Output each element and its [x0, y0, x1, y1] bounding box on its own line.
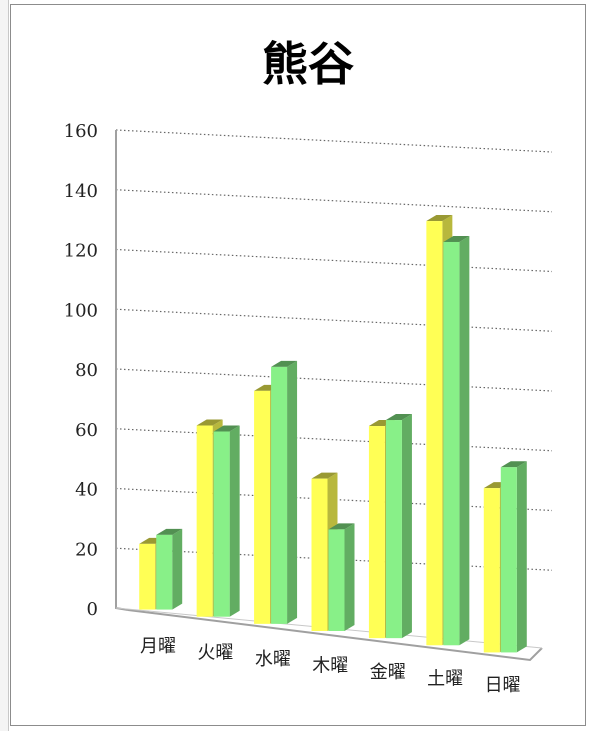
y-tick-label: 40 [75, 480, 98, 501]
y-tick-label: 80 [75, 360, 98, 381]
y-tick-label: 160 [64, 121, 98, 142]
y-tick-label: 140 [64, 181, 98, 202]
gridline-140 [115, 189, 553, 213]
y-axis-wall [115, 130, 129, 611]
bar-side [401, 414, 412, 639]
bar-top [311, 472, 338, 479]
x-tick-label: 月曜 [140, 636, 176, 657]
bar-日曜-series2 [500, 467, 517, 653]
bar-side [172, 528, 183, 610]
x-tick-label: 木曜 [312, 656, 348, 677]
x-tick-label: 日曜 [485, 675, 521, 696]
bar-土曜-series1 [426, 221, 443, 646]
bar-木曜-series1 [311, 478, 328, 631]
bar-top [213, 425, 240, 432]
x-tick-label: 火曜 [197, 643, 233, 664]
x-tick-label: 土曜 [427, 669, 463, 690]
window-edge [0, 0, 9, 731]
x-tick-label: 水曜 [255, 649, 291, 670]
y-tick-label: 120 [64, 241, 98, 262]
bar-木曜-series2 [328, 529, 345, 631]
bar-top [426, 215, 453, 222]
bar-side [344, 523, 355, 631]
bar-top [385, 414, 412, 421]
y-tick-label: 60 [75, 420, 98, 441]
gridline-120 [115, 248, 553, 273]
bar-top [328, 523, 355, 530]
y-tick-label: 0 [87, 599, 98, 620]
bar-top [443, 235, 470, 242]
bar-top [156, 528, 183, 535]
y-tick-label: 100 [64, 300, 98, 321]
gridline-40 [115, 487, 553, 512]
bar-金曜-series2 [385, 420, 402, 639]
bar-火曜-series2 [213, 431, 230, 617]
bar-土曜-series2 [443, 241, 460, 646]
bar-top [500, 461, 527, 468]
bar-水曜-series1 [254, 390, 271, 624]
bar-side [287, 360, 298, 624]
bar-top [271, 360, 298, 367]
bar-月曜-series1 [139, 543, 156, 610]
floor-edge [127, 609, 543, 662]
bar-金曜-series1 [368, 426, 385, 639]
gridline-160 [115, 129, 553, 153]
bar-side [229, 425, 240, 617]
gridline-60 [115, 428, 553, 452]
bar-side [516, 461, 527, 653]
bar-水曜-series2 [271, 366, 288, 624]
gridline-20 [115, 547, 553, 571]
chart-title: 熊谷 [262, 37, 354, 91]
x-tick-label: 金曜 [370, 662, 406, 683]
gridline-80 [115, 368, 553, 392]
bar-月曜-series2 [156, 534, 173, 610]
y-tick-label: 20 [75, 539, 98, 560]
gridline-100 [115, 308, 553, 332]
bar-火曜-series1 [196, 425, 213, 617]
bar-top [196, 419, 223, 426]
bar-日曜-series1 [483, 488, 500, 653]
bar-side [459, 235, 470, 646]
